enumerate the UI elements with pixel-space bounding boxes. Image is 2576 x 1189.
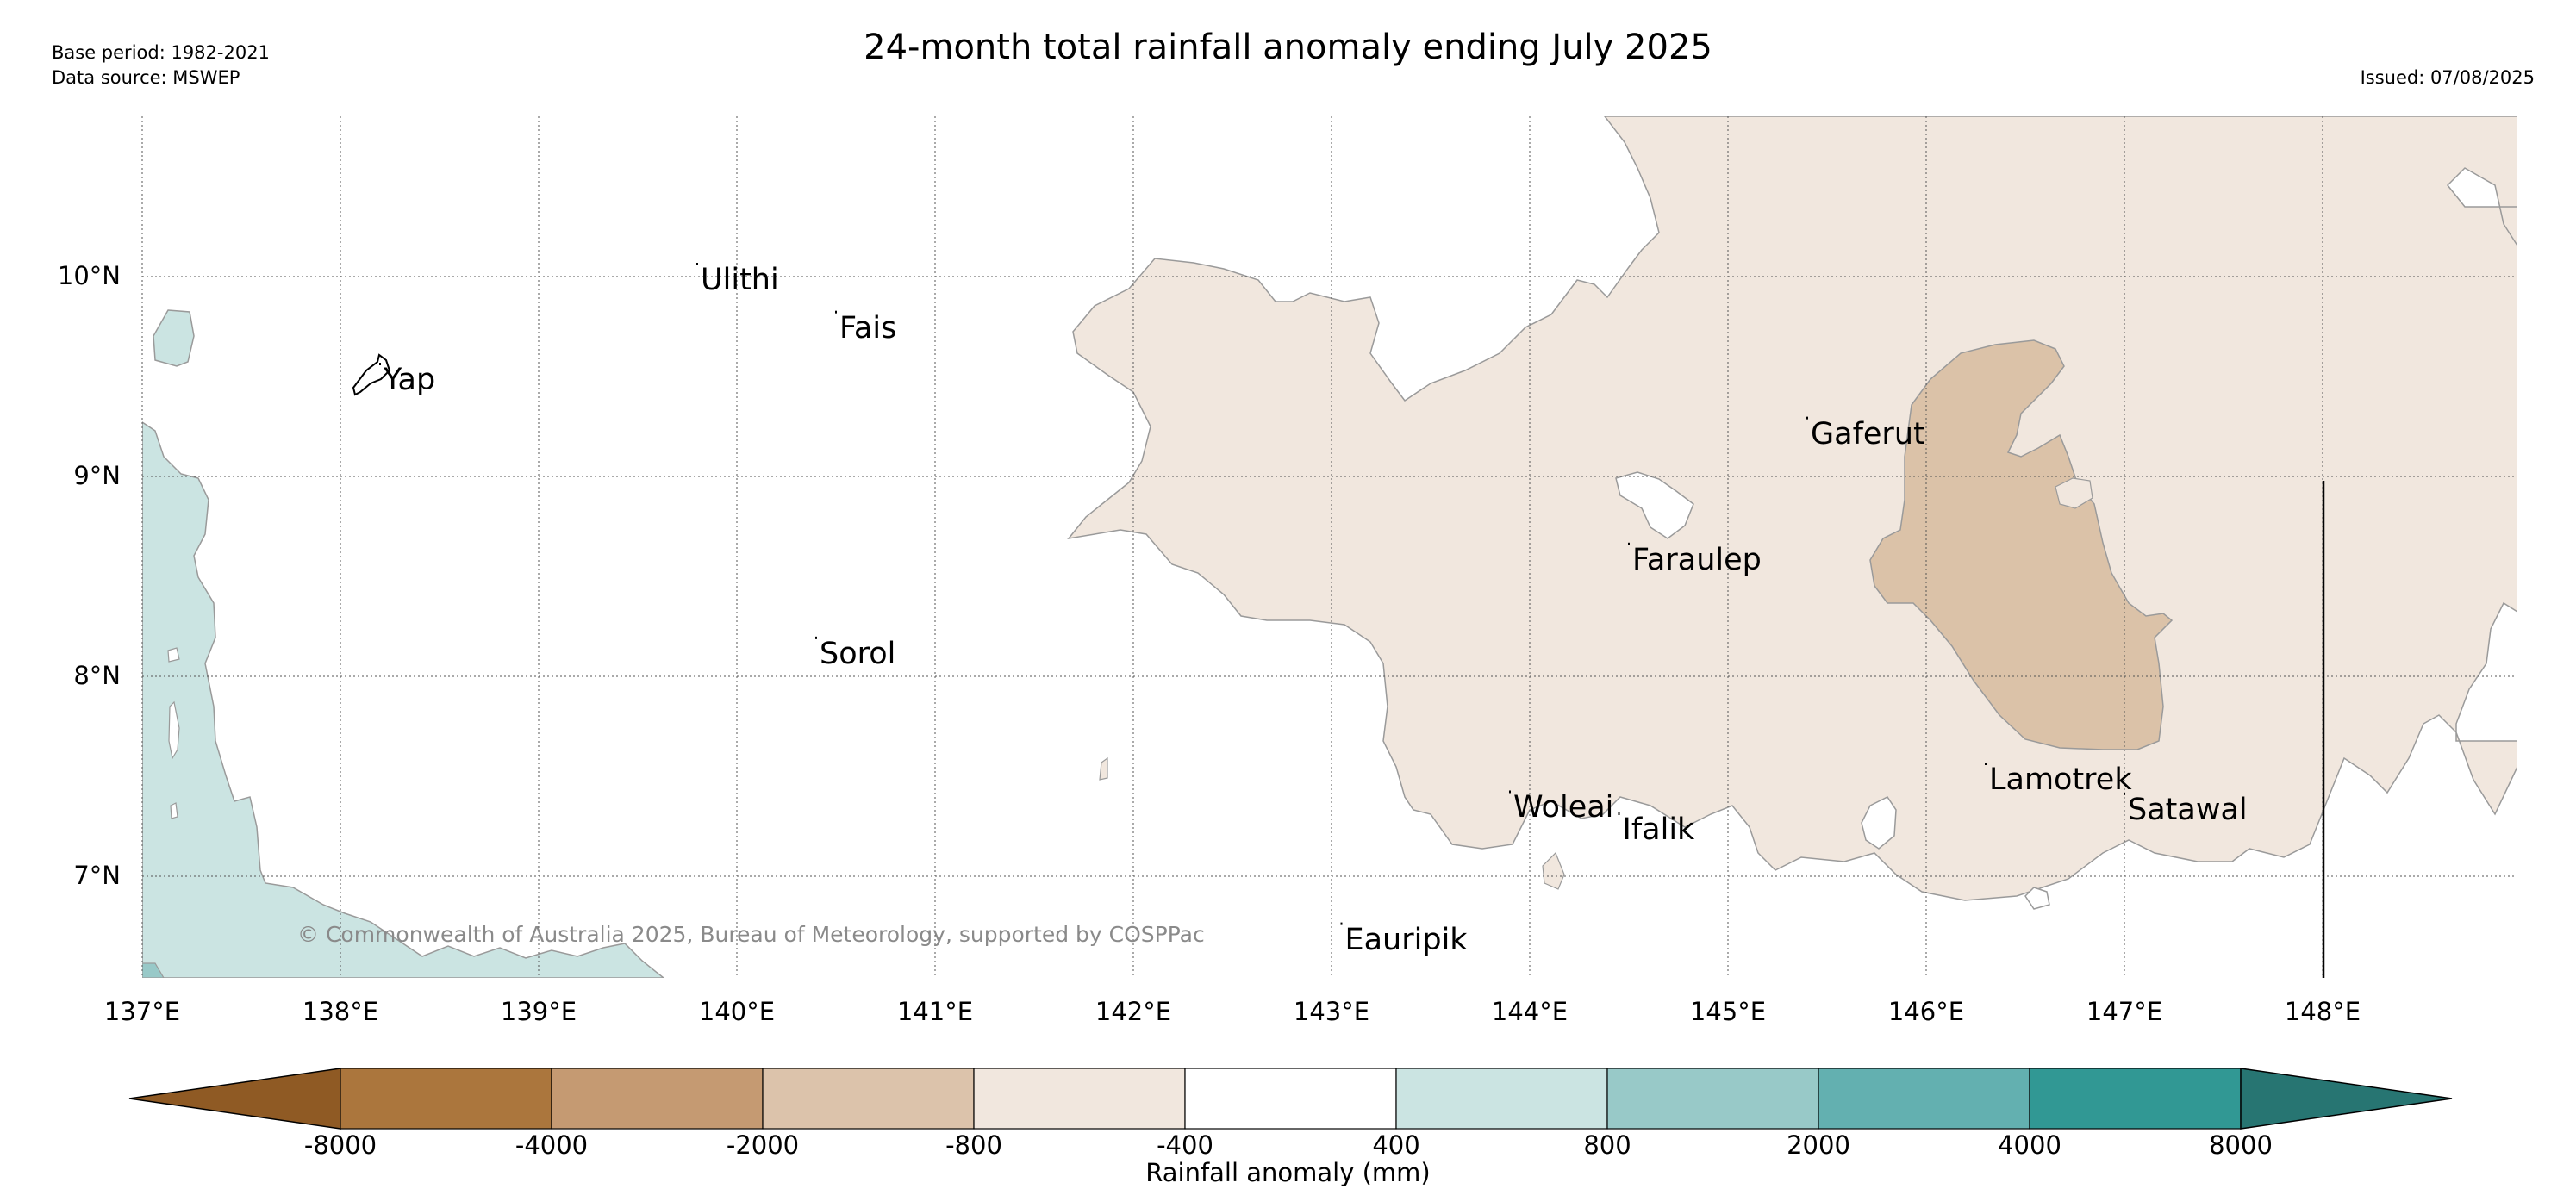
copyright-credit: © Commonwealth of Australia 2025, Bureau…	[297, 922, 1205, 947]
wet-islet	[153, 309, 195, 367]
legend-tick-label: 8000	[2209, 1130, 2273, 1160]
legend-swatch	[2029, 1068, 2242, 1130]
island-marker	[1806, 416, 1808, 420]
core-gap	[2055, 477, 2093, 509]
legend-swatch	[1184, 1068, 1397, 1130]
legend-tick-label: 4000	[1998, 1130, 2061, 1160]
longitude-tick-label: 143°E	[1293, 997, 1370, 1026]
legend-tick-label: 2000	[1787, 1130, 1850, 1160]
longitude-tick-label: 144°E	[1491, 997, 1569, 1026]
island-marker	[1628, 542, 1630, 545]
legend-swatch	[762, 1068, 975, 1130]
place-label: Fais	[839, 310, 897, 345]
legend-tick-label: -400	[1157, 1130, 1213, 1160]
island-marker	[696, 263, 698, 265]
longitude-tick-label: 139°E	[500, 997, 577, 1026]
place-label: Ifalik	[1622, 812, 1695, 847]
dry-spot	[1099, 756, 1108, 781]
island-marker	[379, 363, 381, 365]
legend-swatch	[1818, 1068, 2030, 1130]
island-marker	[815, 636, 817, 639]
base-period-label: Base period: 1982-2021	[52, 42, 270, 63]
wet-gap-a	[167, 647, 180, 663]
longitude-tick-label: 141°E	[896, 997, 974, 1026]
legend-swatch	[551, 1068, 764, 1130]
legend-extend-low	[128, 1068, 341, 1130]
longitude-tick-label: 140°E	[698, 997, 776, 1026]
legend-tick-label: -800	[945, 1130, 1002, 1160]
dry-gap-small	[2024, 887, 2050, 910]
longitude-tick-label: 137°E	[103, 997, 181, 1026]
legend-tick-label: -4000	[515, 1130, 589, 1160]
dry-gap-lower	[1861, 796, 1897, 850]
map-title: 24-month total rainfall anomaly ending J…	[864, 28, 1712, 67]
latitude-tick-label: 9°N	[73, 461, 121, 490]
wet-core-corner	[142, 962, 165, 978]
wet-gap-c	[170, 802, 178, 819]
legend-tick-label: 400	[1372, 1130, 1420, 1160]
legend-tick-label: -8000	[303, 1130, 377, 1160]
island-marker	[1985, 763, 1987, 765]
place-label: Yap	[384, 363, 436, 397]
place-label: Woleai	[1513, 790, 1614, 825]
longitude-tick-label: 145°E	[1689, 997, 1767, 1026]
longitude-tick-label: 142°E	[1095, 997, 1172, 1026]
island-markers	[379, 263, 2125, 925]
anomaly-region-minus800	[1869, 339, 2174, 750]
data-source-label: Data source: MSWEP	[52, 67, 240, 88]
legend-swatch	[973, 1068, 1186, 1130]
longitude-tick-label: 148°E	[2284, 997, 2361, 1026]
island-marker	[1340, 922, 1343, 925]
longitude-tick-label: 138°E	[302, 997, 379, 1026]
dry-islet	[1542, 851, 1565, 890]
place-label: Eauripik	[1344, 922, 1468, 957]
place-label: Lamotrek	[1989, 763, 2132, 797]
longitude-tick-label: 147°E	[2086, 997, 2163, 1026]
latitude-tick-label: 8°N	[73, 661, 121, 690]
legend-tick-label: -2000	[726, 1130, 800, 1160]
island-marker	[1618, 812, 1620, 815]
longitude-tick-label: 146°E	[1887, 997, 1965, 1026]
place-label: Faraulep	[1632, 542, 1762, 577]
place-label: Gaferut	[1811, 416, 1925, 451]
latitude-tick-label: 10°N	[57, 261, 121, 290]
legend-swatch	[1606, 1068, 1819, 1130]
island-marker	[1509, 790, 1511, 794]
legend-extend-high	[2240, 1068, 2453, 1130]
legend-title: Rainfall anomaly (mm)	[1145, 1158, 1431, 1187]
legend-tick-label: 800	[1583, 1130, 1631, 1160]
wet-gap-b	[168, 700, 180, 760]
issued-date-label: Issued: 07/08/2025	[2360, 67, 2535, 88]
latitude-tick-label: 7°N	[73, 861, 121, 890]
legend-swatch	[1395, 1068, 1608, 1130]
place-label: Ulithi	[701, 263, 779, 297]
island-marker	[835, 310, 837, 314]
island-marker	[2124, 792, 2125, 795]
place-label: Sorol	[820, 636, 896, 671]
place-label: Satawal	[2128, 792, 2248, 827]
legend-swatch	[340, 1068, 552, 1130]
